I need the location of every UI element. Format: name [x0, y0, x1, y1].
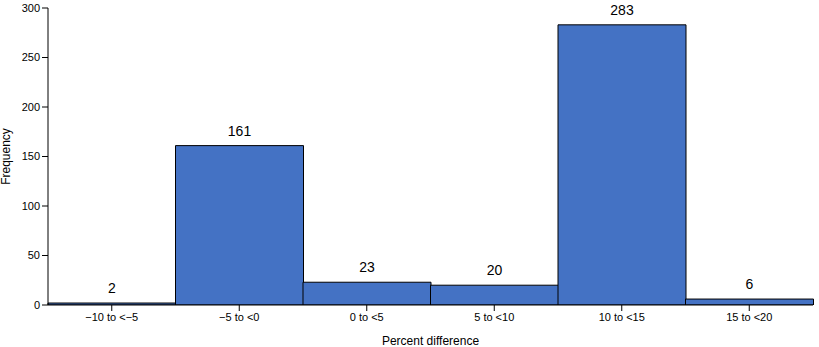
svg-text:−5 to <0: −5 to <0: [219, 311, 259, 323]
svg-text:250: 250: [22, 51, 40, 63]
svg-text:161: 161: [228, 123, 252, 139]
svg-text:300: 300: [22, 2, 40, 14]
svg-text:50: 50: [28, 249, 40, 261]
svg-text:Frequency: Frequency: [8, 128, 13, 185]
svg-text:6: 6: [746, 276, 754, 292]
svg-text:0 to <5: 0 to <5: [350, 311, 384, 323]
svg-text:15 to <20: 15 to <20: [726, 311, 772, 323]
svg-text:0: 0: [34, 299, 40, 311]
svg-text:10 to <15: 10 to <15: [599, 311, 645, 323]
svg-text:23: 23: [359, 259, 375, 275]
svg-text:150: 150: [22, 150, 40, 162]
svg-text:5 to <10: 5 to <10: [474, 311, 514, 323]
svg-text:2: 2: [108, 280, 116, 296]
svg-text:−10 to <−5: −10 to <−5: [85, 311, 138, 323]
svg-text:Percent difference: Percent difference: [382, 334, 479, 347]
svg-text:20: 20: [487, 262, 503, 278]
svg-text:200: 200: [22, 101, 40, 113]
svg-text:100: 100: [22, 200, 40, 212]
svg-text:283: 283: [610, 2, 634, 18]
